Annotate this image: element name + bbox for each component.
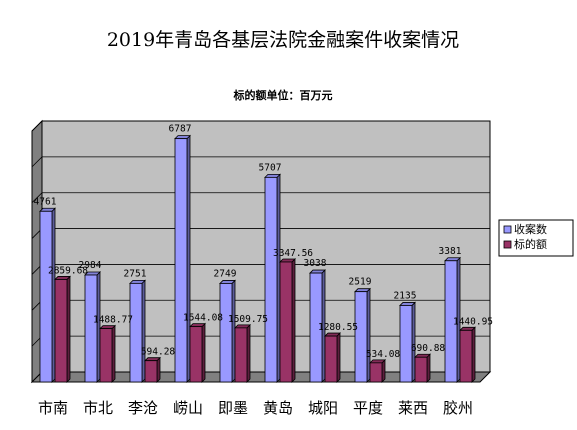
- value-label-2-2: 1488.77: [93, 315, 133, 326]
- value-label-1-8: 2519: [349, 277, 372, 288]
- bar-1-1: [39, 207, 56, 383]
- bar-2-5: [234, 323, 251, 383]
- bar-2-3: [144, 356, 161, 383]
- value-label-1-3: 2751: [124, 268, 147, 279]
- legend: 收案数 标的额: [498, 219, 574, 257]
- bar-2-8: [369, 358, 386, 383]
- bar-1-7: [309, 269, 326, 383]
- category-label-10: 胶州: [443, 399, 473, 417]
- value-label-2-3: 594.28: [141, 347, 176, 358]
- category-label-4: 崂山: [173, 399, 203, 417]
- category-label-9: 莱西: [398, 399, 428, 417]
- gridline: [31, 120, 490, 132]
- legend-swatch-series-2: [503, 240, 512, 249]
- category-label-2: 市北: [83, 399, 113, 417]
- bar-1-8: [354, 287, 371, 383]
- bar-2-4: [189, 322, 206, 383]
- chart-title: 2019年青岛各基层法院金融案件收案情况: [107, 29, 459, 51]
- value-label-2-8: 534.08: [366, 349, 401, 360]
- value-label-1-4: 6787: [169, 124, 192, 135]
- bar-1-4: [174, 134, 191, 383]
- bar-1-2: [84, 271, 101, 383]
- value-label-2-4: 1544.08: [183, 313, 223, 324]
- bar-2-7: [324, 332, 341, 383]
- bar-1-6: [264, 173, 281, 383]
- bar-2-9: [414, 353, 431, 383]
- legend-swatch-series-1: [503, 225, 512, 234]
- value-label-1-1: 4761: [34, 196, 57, 207]
- bar-2-2: [99, 324, 116, 383]
- value-label-1-7: 3038: [304, 258, 327, 269]
- category-label-1: 市南: [38, 399, 68, 417]
- legend-label-series-2: 标的额: [514, 237, 547, 251]
- value-label-2-1: 2859.68: [48, 265, 88, 276]
- value-label-1-10: 3381: [439, 246, 462, 257]
- category-label-8: 平度: [353, 399, 383, 417]
- category-label-5: 即墨: [218, 399, 248, 417]
- category-label-7: 城阳: [308, 399, 338, 417]
- value-label-2-9: 690.88: [411, 343, 446, 354]
- legend-label-series-1: 收案数: [514, 222, 547, 236]
- value-label-1-6: 5707: [259, 162, 282, 173]
- bar-1-5: [219, 279, 236, 383]
- value-label-1-5: 2749: [214, 268, 237, 279]
- value-label-2-10: 1440.95: [453, 316, 493, 327]
- bar-1-9: [399, 301, 416, 383]
- bars: [39, 134, 476, 383]
- bar-2-6: [279, 258, 296, 383]
- bar-2-1: [54, 275, 71, 383]
- category-labels: 市南 市北 李沧 崂山 即墨 黄岛 城阳 平度 莱西 胶州: [38, 399, 473, 417]
- bar-2-10: [459, 326, 476, 383]
- category-label-3: 李沧: [128, 399, 158, 417]
- value-label-2-7: 1280.55: [318, 322, 358, 333]
- value-label-1-2: 2984: [79, 260, 102, 271]
- gridline: [31, 156, 490, 168]
- category-label-6: 黄岛: [263, 399, 293, 417]
- value-label-2-6: 3347.56: [273, 248, 313, 259]
- value-label-2-5: 1509.75: [228, 314, 268, 325]
- value-label-1-9: 2135: [394, 290, 417, 301]
- chart-subtitle: 标的额单位：百万元: [233, 88, 333, 102]
- bar-1-3: [129, 279, 146, 383]
- bar-1-10: [444, 256, 461, 383]
- gridline: [31, 192, 490, 203]
